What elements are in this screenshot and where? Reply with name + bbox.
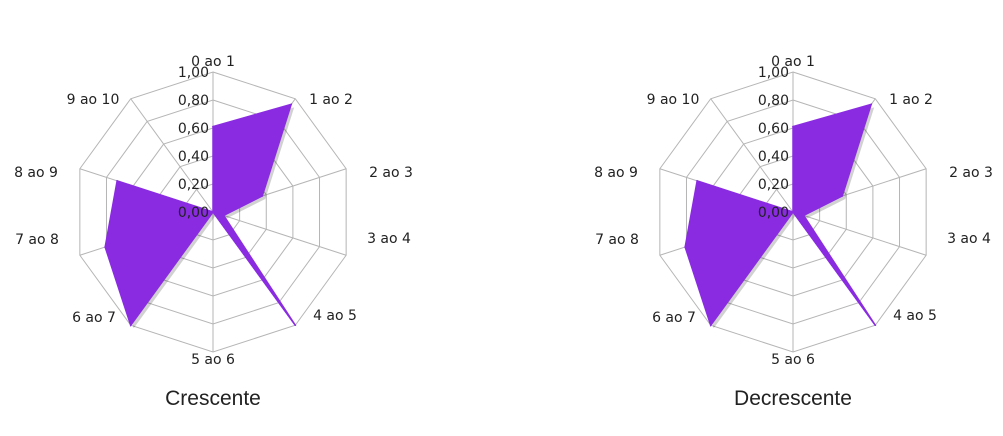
data-point [870,103,872,106]
category-label: 6 ao 7 [652,310,696,326]
radar-chart-crescente: 0,00 0,20 0,40 0,60 0,80 1,000 ao 1 1 ao 2 2 ao… [14,54,413,410]
tick-label: 0,20 [178,177,209,193]
tick-label: 0,80 [758,93,789,109]
category-label: 2 ao 3 [369,165,413,181]
data-point [261,195,264,197]
data-point [129,324,132,327]
category-label: 0 ao 1 [771,54,815,70]
tick-label: 0,00 [758,205,789,221]
data-point [874,324,877,327]
data-point [802,214,805,217]
category-label: 8 ao 9 [14,165,58,181]
data-point [684,246,686,248]
tick-label: 1,00 [758,65,789,81]
tick-label: 0,80 [178,93,209,109]
category-label: 9 ao 10 [647,92,700,108]
data-point [696,180,698,182]
tick-label: 1,00 [178,65,209,81]
tick-label: 0,20 [758,177,789,193]
data-point [709,324,712,327]
data-point [792,211,794,213]
category-label: 3 ao 4 [367,231,411,247]
tick-label: 0,00 [178,205,209,221]
axis-spoke [710,98,794,213]
data-point [290,103,292,106]
category-label: 4 ao 5 [893,308,937,324]
category-label: 1 ao 2 [309,92,353,108]
category-label: 5 ao 6 [191,352,235,368]
category-label: 7 ao 8 [595,232,639,248]
data-point [116,180,118,182]
data-point [841,195,844,197]
axis-spoke [130,98,214,213]
category-label: 3 ao 4 [947,231,991,247]
tick-label: 0,40 [178,149,209,165]
category-label: 0 ao 1 [191,54,235,70]
data-point [104,246,106,248]
category-label: 4 ao 5 [313,308,357,324]
category-label: 7 ao 8 [15,232,59,248]
chart-title: Decrescente [734,387,852,410]
data-point [222,214,225,217]
category-label: 5 ao 6 [771,352,815,368]
data-point [212,211,214,213]
data-point [792,125,794,128]
category-label: 1 ao 2 [889,92,933,108]
chart-title: Crescente [165,387,261,410]
category-label: 9 ao 10 [67,92,120,108]
category-label: 8 ao 9 [594,165,638,181]
tick-label: 0,60 [178,121,209,137]
category-label: 6 ao 7 [72,310,116,326]
data-point [212,125,214,128]
category-label: 2 ao 3 [949,165,993,181]
axis-spoke [792,211,927,256]
data-point [294,324,297,327]
tick-label: 0,60 [758,121,789,137]
axis-spoke [212,211,347,256]
radar-chart-decrescente: 0,00 0,20 0,40 0,60 0,80 1,000 ao 1 1 ao 2 2 ao… [594,54,993,410]
tick-label: 0,40 [758,149,789,165]
